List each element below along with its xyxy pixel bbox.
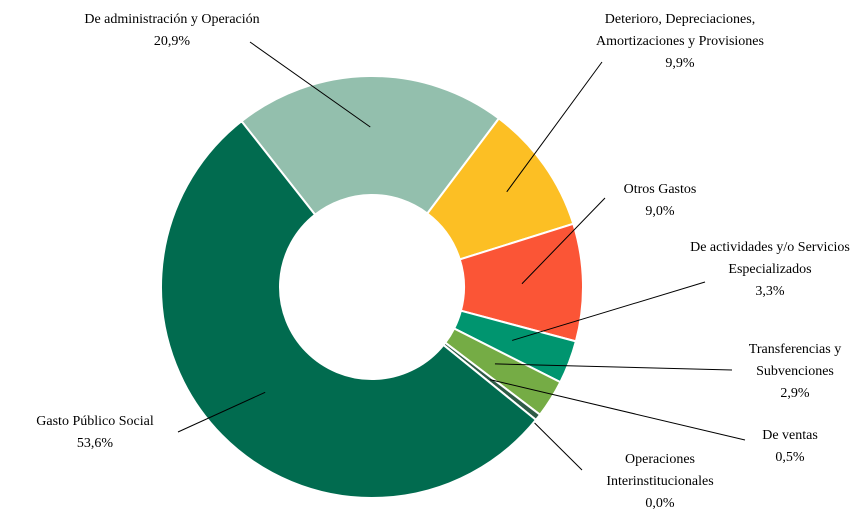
category-label: Transferencias y Subvenciones <box>748 342 842 379</box>
leader-line <box>521 197 606 285</box>
category-label: Gasto Público Social <box>36 414 154 429</box>
leader-line <box>512 281 706 341</box>
value-label: 0,5% <box>775 450 805 465</box>
category-label: Operaciones Interinstitucionales <box>606 452 714 489</box>
leader-line <box>506 61 603 193</box>
category-label: De ventas <box>762 428 818 443</box>
category-label: Deterioro, Depreciaciones, Amortizacione… <box>596 12 764 49</box>
page: (() => { const data = JSON.parse(documen… <box>0 9 862 511</box>
slice-label: De ventas 0,5% <box>730 425 850 469</box>
slice-label: Transferencias y Subvenciones 2,9% <box>720 339 862 405</box>
category-label: De actividades y/o Servicios Especializa… <box>690 240 850 277</box>
leader-line <box>177 391 266 433</box>
slice-label: De actividades y/o Servicios Especializa… <box>690 237 850 303</box>
chart <box>160 41 746 499</box>
value-label: 3,3% <box>755 284 785 299</box>
value-label: 0,0% <box>645 496 675 511</box>
leader-line <box>249 41 371 128</box>
value-label: 53,6% <box>76 436 114 451</box>
slice-label: Gasto Público Social 53,6% <box>0 411 190 455</box>
slice-label: Otros Gastos 9,0% <box>590 179 730 223</box>
slice <box>160 119 538 499</box>
slice-label: Operaciones Interinstitucionales 0,0% <box>580 449 740 515</box>
leader-line <box>489 379 746 441</box>
value-label: 9,9% <box>665 56 695 71</box>
category-label: De administración y Operación <box>84 12 260 27</box>
category-label: Otros Gastos <box>623 182 697 197</box>
value-label: 2,9% <box>780 386 810 401</box>
value-label: 9,0% <box>645 204 675 219</box>
slice-label: Deterioro, Depreciaciones, Amortizacione… <box>590 9 770 75</box>
slice-label: De administración y Operación 20,9% <box>82 9 262 53</box>
leader-line <box>494 363 733 371</box>
value-label: 20,9% <box>153 34 191 49</box>
